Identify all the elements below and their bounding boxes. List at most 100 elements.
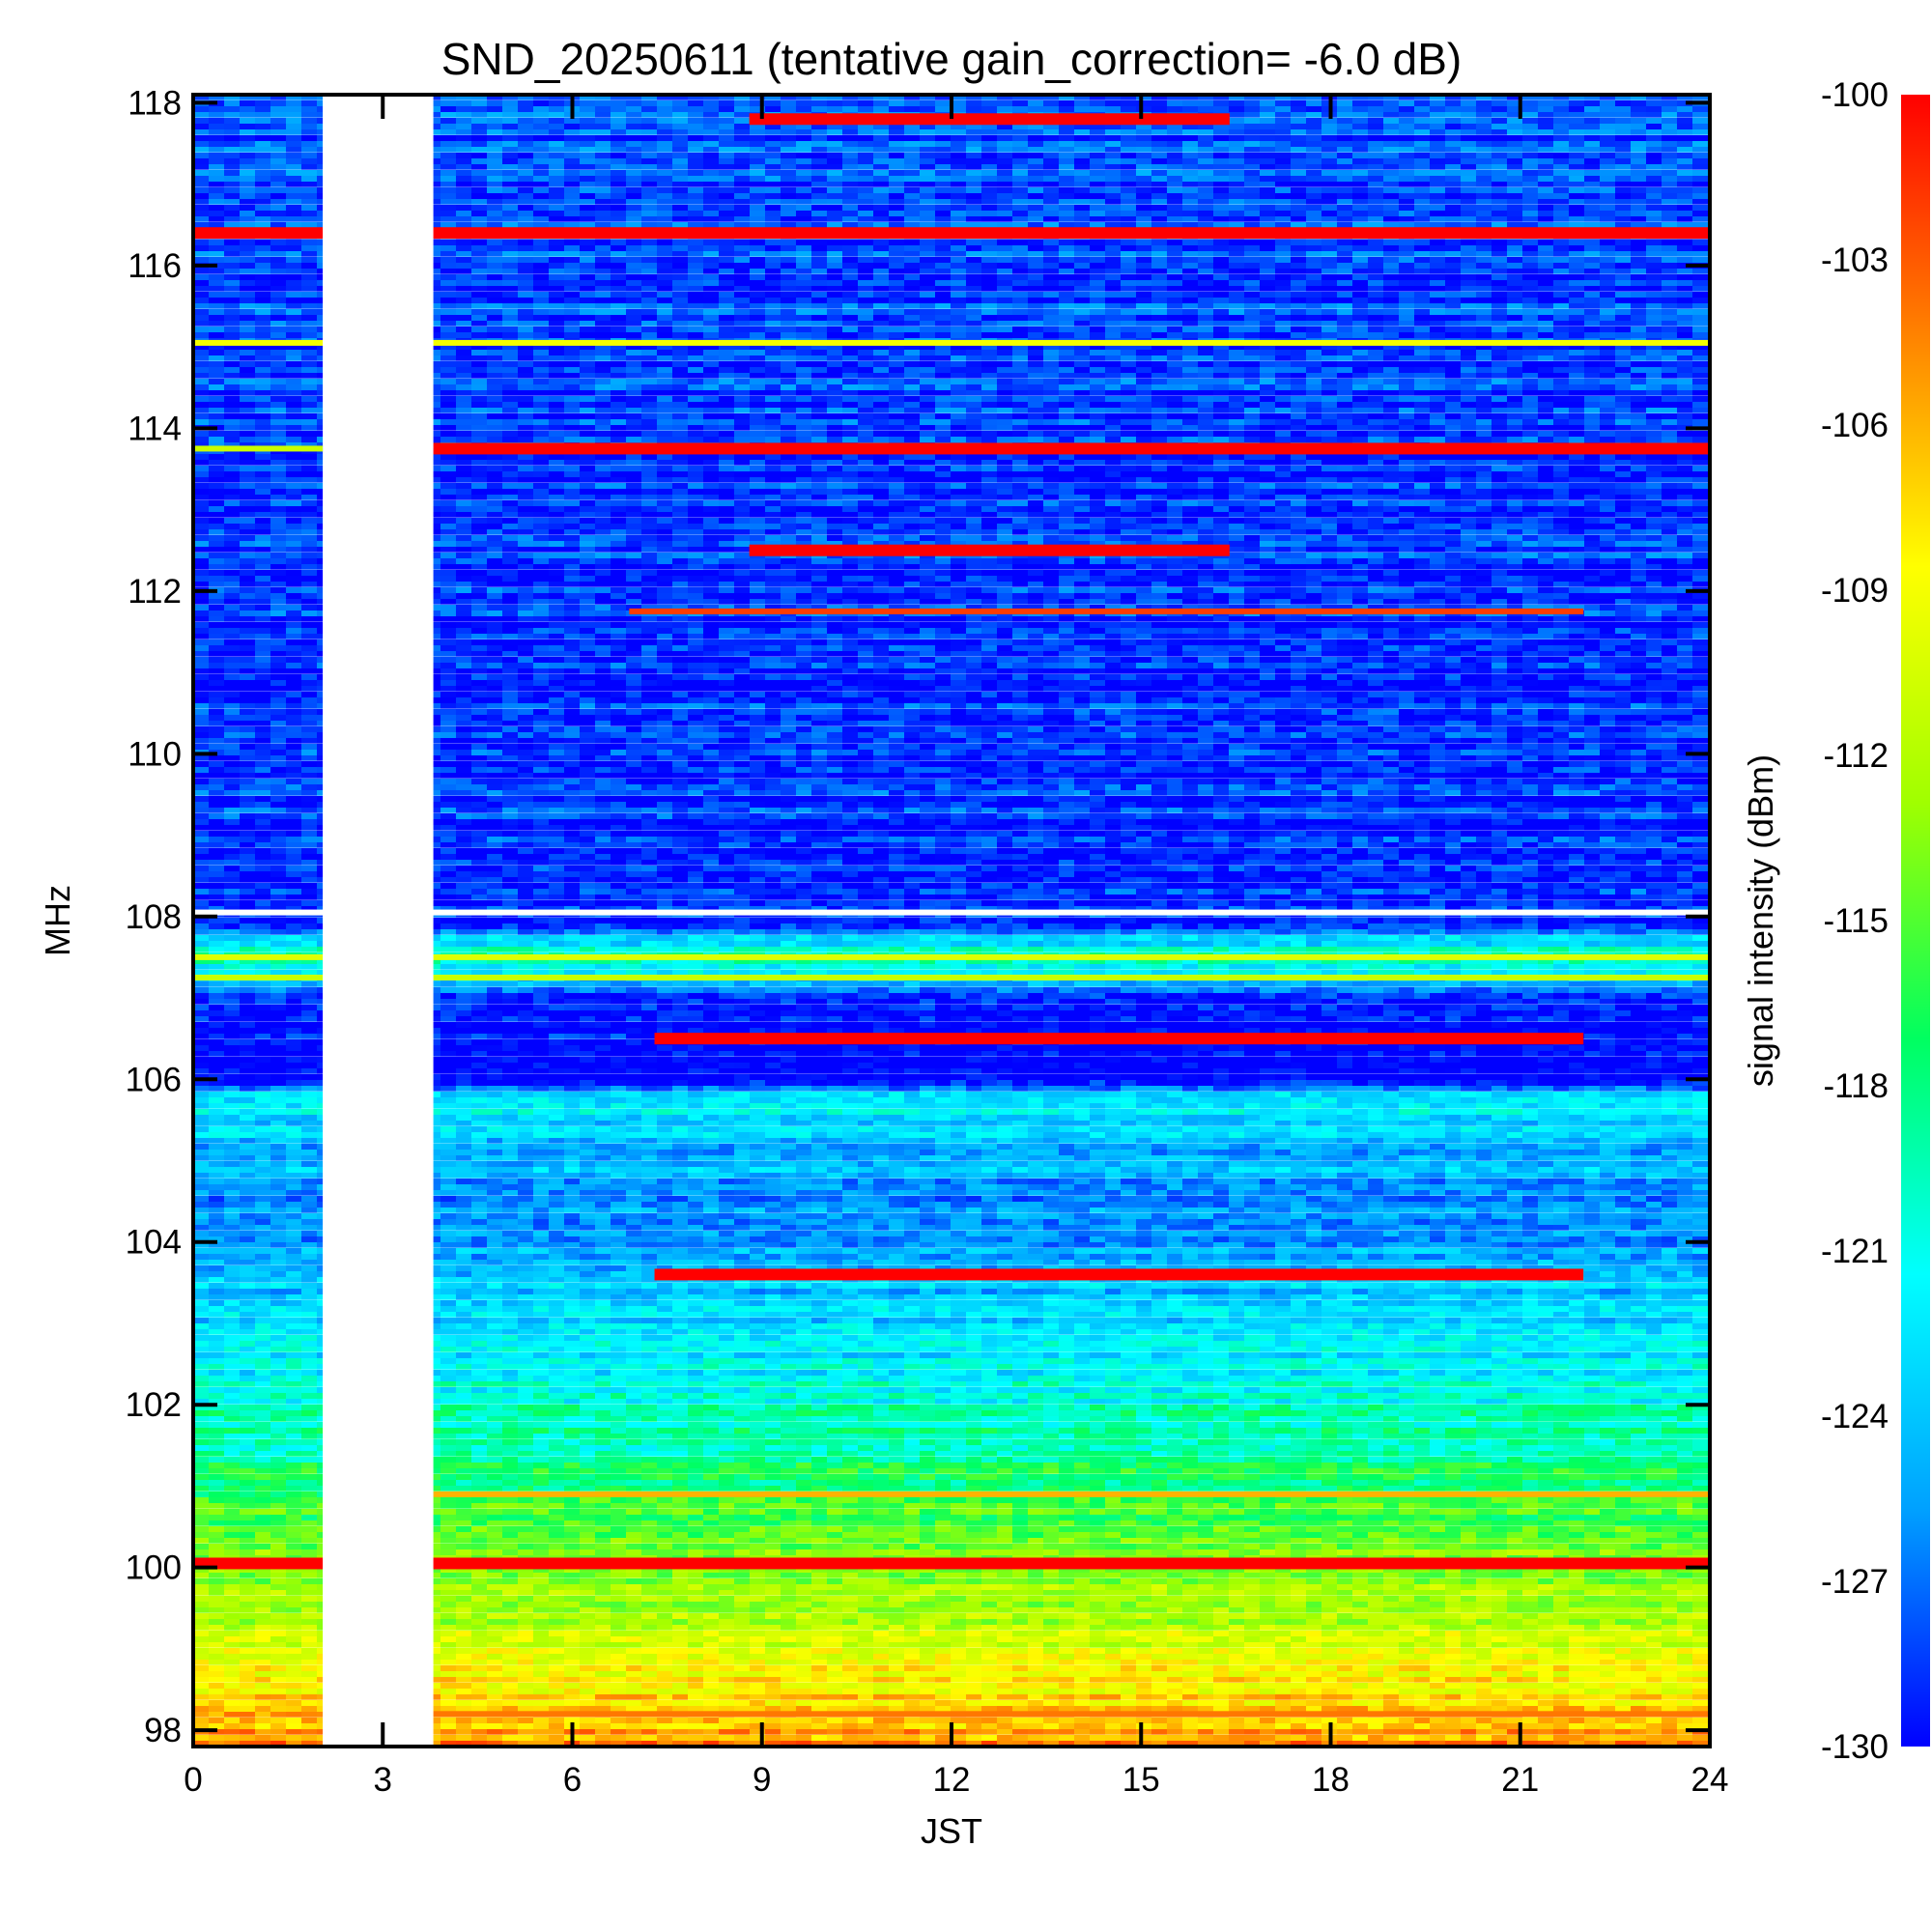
heatmap-cell: [471, 332, 488, 339]
heatmap-cell: [1121, 158, 1137, 165]
heatmap-cell: [564, 164, 581, 171]
heatmap-cell: [889, 170, 905, 177]
heatmap-cell: [1090, 182, 1106, 188]
heatmap-cell: [1167, 309, 1183, 316]
heatmap-cell: [796, 315, 812, 322]
heatmap-cell: [966, 361, 982, 368]
heatmap-cell: [564, 147, 581, 154]
heatmap-cell: [1012, 240, 1029, 246]
heatmap-cell: [1198, 321, 1214, 327]
heatmap-cell: [1492, 379, 1508, 385]
heatmap-cell: [1337, 251, 1353, 258]
heatmap-cell: [1461, 164, 1477, 171]
heatmap-cell: [951, 355, 967, 362]
heatmap-cell: [1121, 129, 1137, 136]
heatmap-cell: [1600, 158, 1616, 165]
heatmap-cell: [1383, 147, 1400, 154]
heatmap-cell: [301, 298, 318, 304]
heatmap-cell: [1275, 344, 1292, 351]
heatmap-cell: [1090, 344, 1106, 351]
heatmap-cell: [1059, 164, 1075, 171]
heatmap-cell: [270, 170, 287, 177]
heatmap-cell: [1151, 164, 1168, 171]
heatmap-cell: [1584, 164, 1601, 171]
heatmap-cell: [1662, 292, 1678, 298]
heatmap-cell: [502, 298, 519, 304]
heatmap-cell: [796, 269, 812, 275]
heatmap-cell: [811, 274, 828, 281]
heatmap-cell: [440, 129, 457, 136]
heatmap-cell: [1383, 269, 1400, 275]
heatmap-cell: [1615, 106, 1632, 113]
heatmap-cell: [533, 332, 550, 339]
heatmap-cell: [518, 193, 534, 200]
heatmap-cell: [981, 286, 998, 293]
heatmap-cell: [533, 100, 550, 107]
heatmap-cell: [966, 309, 982, 316]
heatmap-cell: [1213, 269, 1230, 275]
heatmap-cell: [255, 211, 271, 217]
heatmap-cell: [672, 344, 689, 351]
heatmap-cell: [1059, 292, 1075, 298]
heatmap-cell: [1383, 292, 1400, 298]
heatmap-cell: [1445, 164, 1462, 171]
heatmap-cell: [301, 112, 318, 119]
heatmap-cell: [1368, 170, 1384, 177]
heatmap-cell: [1244, 211, 1261, 217]
heatmap-cell: [1584, 257, 1601, 264]
heatmap-cell: [1090, 309, 1106, 316]
heatmap-cell: [1275, 182, 1292, 188]
heatmap-cell: [1275, 135, 1292, 142]
heatmap-cell: [1090, 100, 1106, 107]
heatmap-cell: [1631, 205, 1647, 212]
heatmap-cell: [1121, 245, 1137, 252]
heatmap-cell: [1445, 309, 1462, 316]
heatmap-cell: [1569, 187, 1585, 194]
heatmap-cell: [796, 274, 812, 281]
heatmap-cell: [533, 153, 550, 159]
heatmap-cell: [1692, 216, 1709, 223]
heatmap-cell: [750, 373, 766, 380]
heatmap-cell: [1461, 350, 1477, 356]
heatmap-cell: [781, 199, 797, 206]
heatmap-cell: [842, 350, 859, 356]
heatmap-cell: [1028, 251, 1044, 258]
heatmap-cell: [904, 211, 921, 217]
heatmap-cell: [1275, 379, 1292, 385]
heatmap-cell: [1662, 118, 1678, 125]
heatmap-cell: [270, 153, 287, 159]
heatmap-cell: [1368, 199, 1384, 206]
heatmap-cell: [703, 216, 720, 223]
heatmap-cell: [1198, 257, 1214, 264]
heatmap-cell: [672, 303, 689, 310]
heatmap-cell: [796, 257, 812, 264]
heatmap-cell: [564, 332, 581, 339]
heatmap-cell: [224, 199, 241, 206]
heatmap-cell: [1522, 164, 1539, 171]
heatmap-cell: [564, 240, 581, 246]
heatmap-cell: [1646, 158, 1662, 165]
heatmap-cell: [1321, 303, 1338, 310]
heatmap-cell: [719, 344, 735, 351]
heatmap-cell: [240, 251, 256, 258]
heatmap-cell: [270, 141, 287, 148]
heatmap-cell: [1445, 216, 1462, 223]
heatmap-cell: [1244, 124, 1261, 130]
heatmap-cell: [657, 141, 673, 148]
heatmap-cell: [1662, 344, 1678, 351]
heatmap-cell: [440, 124, 457, 130]
heatmap-cell: [209, 257, 225, 264]
heatmap-cell: [657, 205, 673, 212]
heatmap-cell: [920, 379, 936, 385]
heatmap-cell: [796, 182, 812, 188]
heatmap-cell: [270, 315, 287, 322]
heatmap-cell: [1662, 199, 1678, 206]
heatmap-cell: [456, 367, 472, 374]
heatmap-cell: [796, 211, 812, 217]
heatmap-cell: [796, 106, 812, 113]
heatmap-cell: [224, 158, 241, 165]
heatmap-cell: [1553, 292, 1570, 298]
heatmap-cell: [1677, 216, 1693, 223]
heatmap-cell: [1151, 379, 1168, 385]
